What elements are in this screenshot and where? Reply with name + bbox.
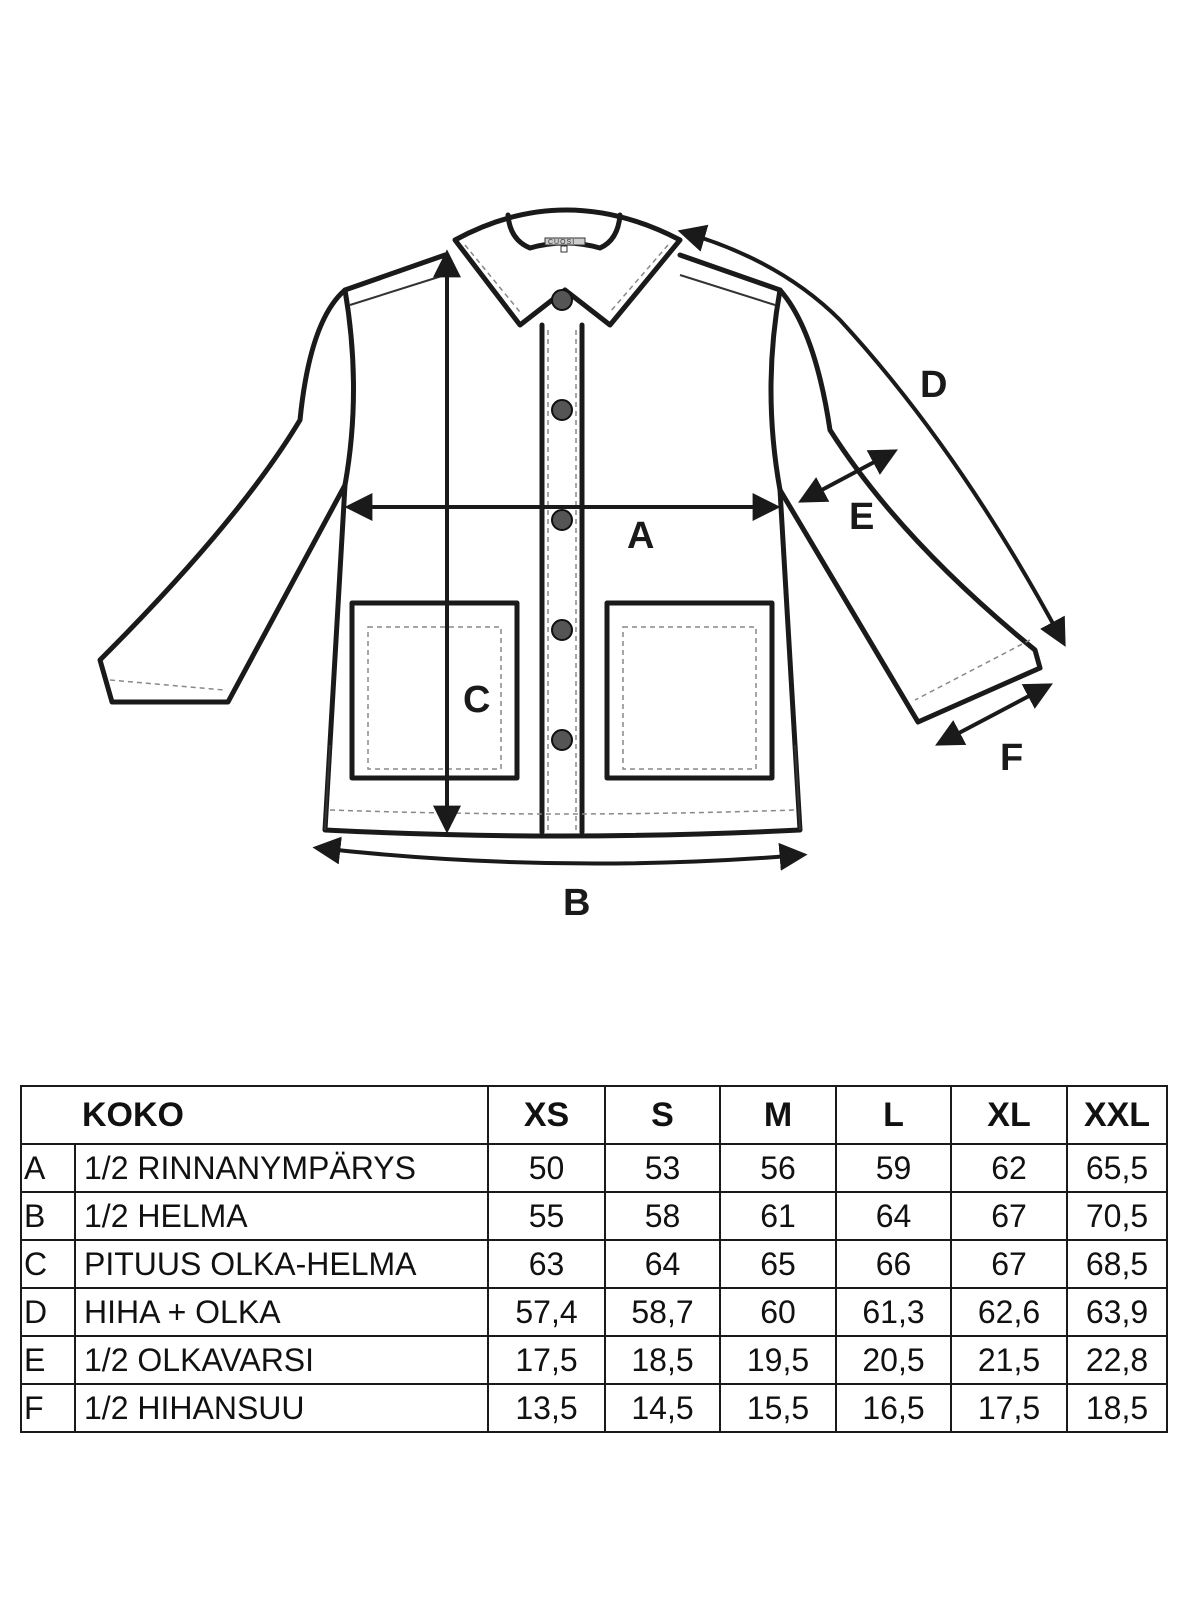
size-col-l: L bbox=[835, 1085, 952, 1145]
measurement-value: 50 bbox=[487, 1143, 606, 1193]
measurement-value: 22,8 bbox=[1066, 1335, 1168, 1385]
measurement-value: 68,5 bbox=[1066, 1239, 1168, 1289]
label-a: A bbox=[627, 515, 654, 557]
measurement-value: 62 bbox=[950, 1143, 1068, 1193]
measurement-value: 13,5 bbox=[487, 1383, 606, 1433]
table-row: B 1/2 HELMA 55 58 61 64 67 70,5 bbox=[20, 1191, 1168, 1241]
label-c: C bbox=[463, 679, 490, 721]
button-icon bbox=[551, 619, 573, 641]
measurement-value: 53 bbox=[604, 1143, 721, 1193]
measurement-value: 57,4 bbox=[487, 1287, 606, 1337]
arrow-d bbox=[677, 224, 1066, 647]
measurement-value: 61 bbox=[719, 1191, 837, 1241]
table-row: E 1/2 OLKAVARSI 17,5 18,5 19,5 20,5 21,5 22,8 bbox=[20, 1335, 1168, 1385]
measurement-value: 65 bbox=[719, 1239, 837, 1289]
size-header-label: KOKO bbox=[20, 1085, 489, 1145]
button-icon bbox=[551, 729, 573, 751]
measurement-value: 21,5 bbox=[950, 1335, 1068, 1385]
size-col-xxl: XXL bbox=[1066, 1085, 1168, 1145]
measurement-letter: B bbox=[20, 1191, 76, 1241]
measurement-value: 62,6 bbox=[950, 1287, 1068, 1337]
measurement-name: 1/2 RINNANYMPÄRYS bbox=[74, 1143, 489, 1193]
measurement-value: 17,5 bbox=[487, 1335, 606, 1385]
arrow-f bbox=[935, 683, 1053, 746]
measurement-letter: E bbox=[20, 1335, 76, 1385]
button-icon bbox=[551, 289, 573, 311]
label-f: F bbox=[1000, 737, 1023, 779]
measurement-value: 67 bbox=[950, 1239, 1068, 1289]
arrow-b bbox=[312, 836, 808, 871]
measurement-value: 55 bbox=[487, 1191, 606, 1241]
measurement-value: 20,5 bbox=[835, 1335, 952, 1385]
size-table: KOKO XS S M L XL XXL A 1/2 RINNANYMPÄRYS 5… bbox=[20, 1085, 1168, 1433]
jacket-diagram: CUOSI A B C D E F bbox=[97, 207, 1066, 924]
measurement-value: 18,5 bbox=[1066, 1383, 1168, 1433]
measurement-value: 17,5 bbox=[950, 1383, 1068, 1433]
label-e: E bbox=[849, 496, 874, 538]
measurement-name: HIHA + OLKA bbox=[74, 1287, 489, 1337]
measurement-arrows bbox=[312, 224, 1066, 871]
measurement-letter: F bbox=[20, 1383, 76, 1433]
measurement-value: 64 bbox=[604, 1239, 721, 1289]
measurement-value: 70,5 bbox=[1066, 1191, 1168, 1241]
left-pocket bbox=[349, 600, 520, 781]
table-row: A 1/2 RINNANYMPÄRYS 50 53 56 59 62 65,5 bbox=[20, 1143, 1168, 1193]
button-icon bbox=[551, 509, 573, 531]
measurement-name: 1/2 HIHANSUU bbox=[74, 1383, 489, 1433]
measurement-value: 63 bbox=[487, 1239, 606, 1289]
measurement-letter: A bbox=[20, 1143, 76, 1193]
measurement-value: 65,5 bbox=[1066, 1143, 1168, 1193]
measurement-value: 60 bbox=[719, 1287, 837, 1337]
button-icon bbox=[551, 399, 573, 421]
measurement-value: 18,5 bbox=[604, 1335, 721, 1385]
label-b: B bbox=[563, 882, 590, 924]
arrow-e bbox=[798, 449, 898, 503]
table-row: F 1/2 HIHANSUU 13,5 14,5 15,5 16,5 17,5 18,5 bbox=[20, 1383, 1168, 1433]
right-pocket bbox=[604, 600, 775, 781]
measurement-value: 64 bbox=[835, 1191, 952, 1241]
brand-label: CUOSI bbox=[548, 239, 575, 246]
size-header-row: KOKO XS S M L XL XXL bbox=[20, 1085, 1168, 1145]
measurement-value: 15,5 bbox=[719, 1383, 837, 1433]
measurement-letter: C bbox=[20, 1239, 76, 1289]
measurement-value: 67 bbox=[950, 1191, 1068, 1241]
measurement-name: 1/2 HELMA bbox=[74, 1191, 489, 1241]
size-col-s: S bbox=[604, 1085, 721, 1145]
table-row: D HIHA + OLKA 57,4 58,7 60 61,3 62,6 63,9 bbox=[20, 1287, 1168, 1337]
size-col-xs: XS bbox=[487, 1085, 606, 1145]
measurement-value: 14,5 bbox=[604, 1383, 721, 1433]
measurement-value: 63,9 bbox=[1066, 1287, 1168, 1337]
measurement-letter: D bbox=[20, 1287, 76, 1337]
measurement-value: 58,7 bbox=[604, 1287, 721, 1337]
size-col-m: M bbox=[719, 1085, 837, 1145]
measurement-value: 56 bbox=[719, 1143, 837, 1193]
measurement-name: PITUUS OLKA-HELMA bbox=[74, 1239, 489, 1289]
measurement-value: 58 bbox=[604, 1191, 721, 1241]
table-row: C PITUUS OLKA-HELMA 63 64 65 66 67 68,5 bbox=[20, 1239, 1168, 1289]
measurement-name: 1/2 OLKAVARSI bbox=[74, 1335, 489, 1385]
measurement-value: 16,5 bbox=[835, 1383, 952, 1433]
measurement-value: 66 bbox=[835, 1239, 952, 1289]
buttons bbox=[551, 289, 573, 751]
measurement-value: 19,5 bbox=[719, 1335, 837, 1385]
size-col-xl: XL bbox=[950, 1085, 1068, 1145]
measurement-value: 61,3 bbox=[835, 1287, 952, 1337]
label-d: D bbox=[920, 364, 947, 406]
measurement-value: 59 bbox=[835, 1143, 952, 1193]
